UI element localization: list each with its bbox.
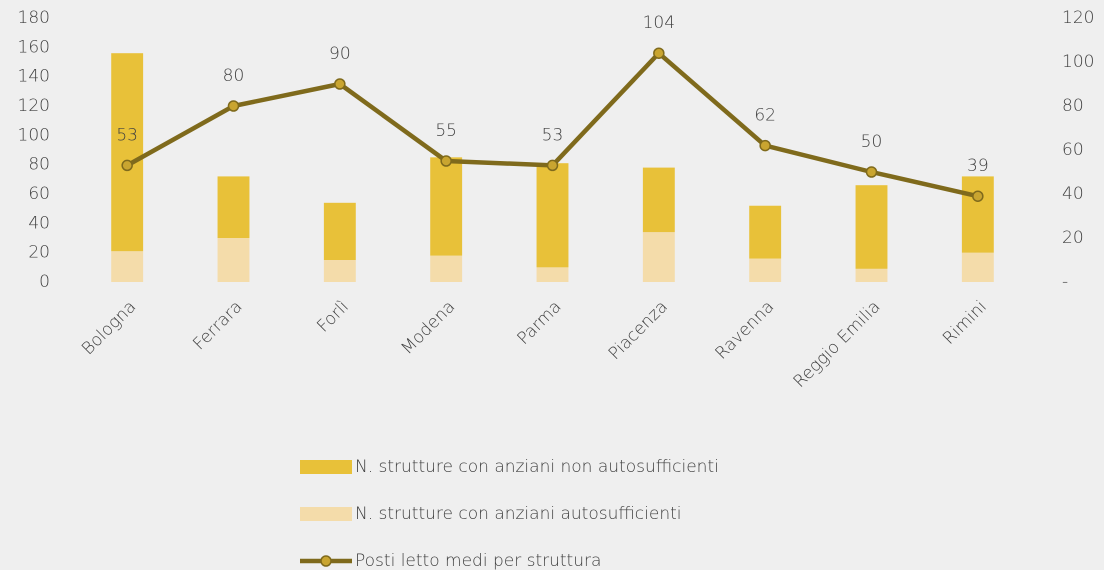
data-label: 53 <box>542 125 564 145</box>
y2-tick-label: 120 <box>1062 8 1094 28</box>
y2-tick-label: 20 <box>1062 228 1084 248</box>
y2-tick-label: - <box>1062 272 1068 292</box>
y-tick-label: 80 <box>28 155 50 175</box>
data-label: 55 <box>435 121 457 141</box>
bar <box>961 176 994 253</box>
bar <box>749 205 782 259</box>
x-tick-label: Rimini <box>939 297 991 349</box>
y-tick-label: 20 <box>28 243 50 263</box>
y-tick-label: 100 <box>18 125 50 145</box>
data-label: 80 <box>223 66 245 86</box>
line-marker <box>759 139 771 152</box>
legend-label: Posti letto medi per struttura <box>355 551 601 570</box>
bar <box>642 232 675 282</box>
legend-label: N. strutture con anziani autosufficienti <box>355 504 682 524</box>
bar <box>217 176 250 238</box>
bar <box>323 202 356 260</box>
bar <box>111 251 144 282</box>
line-marker <box>121 159 133 172</box>
legend-swatch <box>300 460 352 474</box>
y-tick-label: 40 <box>28 213 50 233</box>
x-tick-label: Bologna <box>78 297 140 359</box>
bar <box>111 53 144 252</box>
x-tick-label: Forlì <box>313 297 353 337</box>
y-tick-label: 120 <box>18 96 50 116</box>
line-marker <box>653 47 665 59</box>
bar <box>536 163 569 268</box>
x-tick-label: Ferrara <box>189 297 246 354</box>
y-tick-label: 140 <box>18 67 50 87</box>
x-tick-label: Ravenna <box>712 297 779 364</box>
legend-swatch <box>300 507 352 521</box>
line-marker <box>334 78 346 90</box>
data-label: 104 <box>643 13 675 33</box>
line-marker <box>972 190 984 202</box>
x-tick-label: Parma <box>514 297 566 349</box>
y-tick-label: 160 <box>18 37 50 57</box>
line-marker <box>227 100 240 112</box>
line-marker <box>546 159 559 172</box>
x-tick-label: Modena <box>397 297 459 359</box>
y-tick-label: 180 <box>18 8 50 28</box>
bar <box>961 252 994 282</box>
bar <box>855 268 888 282</box>
y2-tick-label: 60 <box>1062 140 1084 160</box>
bar <box>855 185 888 269</box>
bar <box>749 258 782 282</box>
data-label: 53 <box>116 125 138 145</box>
bar <box>323 260 356 282</box>
y2-tick-label: 40 <box>1062 184 1084 204</box>
bar <box>642 167 675 233</box>
line-marker <box>865 166 878 178</box>
legend-marker <box>320 555 332 567</box>
legend-label: N. strutture con anziani non autosuffici… <box>355 457 719 477</box>
bar <box>430 255 463 282</box>
x-tick-label: Piacenza <box>605 297 672 364</box>
y2-tick-label: 100 <box>1062 52 1094 72</box>
bar <box>217 238 250 282</box>
x-tick-label: Reggio Emilia <box>790 297 885 392</box>
data-label: 90 <box>329 44 351 64</box>
y-tick-label: 0 <box>39 272 50 292</box>
data-label: 62 <box>754 106 776 126</box>
y2-tick-label: 80 <box>1062 96 1084 116</box>
line-marker <box>440 155 452 167</box>
data-label: 50 <box>861 132 883 152</box>
data-label: 39 <box>967 156 989 176</box>
bar <box>430 157 463 256</box>
bar <box>536 267 569 282</box>
y-tick-label: 60 <box>28 184 50 204</box>
